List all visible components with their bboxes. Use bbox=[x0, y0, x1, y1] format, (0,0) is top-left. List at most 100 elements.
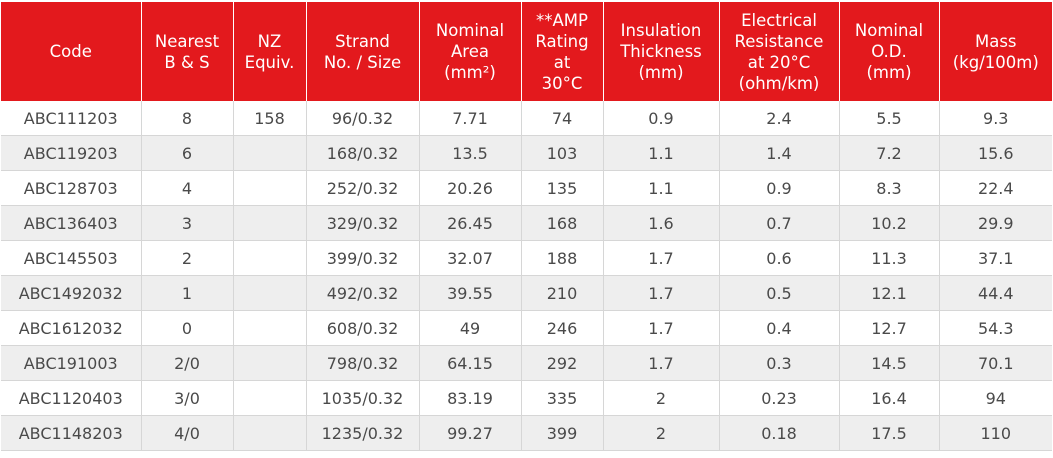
table-cell: 49 bbox=[419, 310, 522, 346]
table-cell: 12.1 bbox=[839, 275, 940, 311]
table-cell: 5.5 bbox=[839, 101, 940, 136]
table-cell: 20.26 bbox=[419, 170, 522, 206]
table-cell: ABC1612032 bbox=[1, 310, 142, 346]
table-cell: ABC128703 bbox=[1, 170, 142, 206]
header-amp-rating: **AMP Rating at 30°C bbox=[521, 2, 604, 101]
table-cell: ABC1120403 bbox=[1, 380, 142, 416]
table-cell: 3 bbox=[141, 205, 234, 241]
table-cell: 0.4 bbox=[719, 310, 840, 346]
header-nominal-od: Nominal O.D. (mm) bbox=[839, 2, 940, 101]
table-cell: 22.4 bbox=[939, 170, 1052, 206]
table-cell: 1.7 bbox=[603, 275, 720, 311]
table-cell: 0.5 bbox=[719, 275, 840, 311]
table-cell: 1.7 bbox=[603, 240, 720, 276]
table-cell: 1.1 bbox=[603, 135, 720, 171]
header-code: Code bbox=[1, 2, 142, 101]
table-cell: 252/0.32 bbox=[306, 170, 420, 206]
table-cell: 14.5 bbox=[839, 345, 940, 381]
table-cell: 103 bbox=[521, 135, 604, 171]
table-cell: 26.45 bbox=[419, 205, 522, 241]
table-cell: 4/0 bbox=[141, 415, 234, 451]
table-cell: 0.9 bbox=[719, 170, 840, 206]
table-cell bbox=[233, 240, 307, 276]
table-row: ABC1120403 3/0 1035/0.32 83.19 335 2 0.23 16.4 9… bbox=[1, 380, 1052, 416]
table-cell bbox=[233, 135, 307, 171]
table-cell: 1.4 bbox=[719, 135, 840, 171]
table-row: ABC1148203 4/0 1235/0.32 99.27 399 2 0.18 17.5 1… bbox=[1, 415, 1052, 451]
table-cell: 0.18 bbox=[719, 415, 840, 451]
table-cell bbox=[233, 205, 307, 241]
table-cell bbox=[233, 275, 307, 311]
table-cell: 0 bbox=[141, 310, 234, 346]
table-cell: ABC145503 bbox=[1, 240, 142, 276]
table-cell: 7.71 bbox=[419, 101, 522, 136]
table-cell: 0.9 bbox=[603, 101, 720, 136]
table-cell: 9.3 bbox=[939, 101, 1052, 136]
table-cell: 0.7 bbox=[719, 205, 840, 241]
table-cell: 99.27 bbox=[419, 415, 522, 451]
table-cell: 12.7 bbox=[839, 310, 940, 346]
table-cell bbox=[233, 415, 307, 451]
table-cell: 2 bbox=[603, 415, 720, 451]
table-cell: ABC119203 bbox=[1, 135, 142, 171]
header-row: Code Nearest B & S NZ Equiv. Strand No. … bbox=[1, 2, 1052, 101]
table-row: ABC136403 3 329/0.32 26.45 168 1.6 0.7 10.2 29.9 bbox=[1, 205, 1052, 241]
table-cell: 4 bbox=[141, 170, 234, 206]
table-cell: 39.55 bbox=[419, 275, 522, 311]
table-cell: 188 bbox=[521, 240, 604, 276]
table-cell: 1 bbox=[141, 275, 234, 311]
header-insulation: Insulation Thickness (mm) bbox=[603, 2, 720, 101]
table-cell: 168/0.32 bbox=[306, 135, 420, 171]
table-cell: 1035/0.32 bbox=[306, 380, 420, 416]
table-cell: 44.4 bbox=[939, 275, 1052, 311]
table-cell: 1235/0.32 bbox=[306, 415, 420, 451]
table-cell: 29.9 bbox=[939, 205, 1052, 241]
table-cell: 292 bbox=[521, 345, 604, 381]
table-cell: 10.2 bbox=[839, 205, 940, 241]
table-cell: 329/0.32 bbox=[306, 205, 420, 241]
table-cell: 168 bbox=[521, 205, 604, 241]
table-cell: 399 bbox=[521, 415, 604, 451]
header-strand: Strand No. / Size bbox=[306, 2, 420, 101]
header-nz-equiv: NZ Equiv. bbox=[233, 2, 307, 101]
table-cell: 210 bbox=[521, 275, 604, 311]
table-cell: 37.1 bbox=[939, 240, 1052, 276]
table-cell: ABC1492032 bbox=[1, 275, 142, 311]
table-cell: 1.1 bbox=[603, 170, 720, 206]
table-row: ABC119203 6 168/0.32 13.5 103 1.1 1.4 7.2 15.6 bbox=[1, 135, 1052, 171]
table-cell: 15.6 bbox=[939, 135, 1052, 171]
table-cell: 3/0 bbox=[141, 380, 234, 416]
table-cell: 54.3 bbox=[939, 310, 1052, 346]
table-cell: 11.3 bbox=[839, 240, 940, 276]
table-cell: 1.7 bbox=[603, 310, 720, 346]
cable-spec-table: Code Nearest B & S NZ Equiv. Strand No. … bbox=[1, 2, 1052, 451]
header-mass: Mass (kg/100m) bbox=[939, 2, 1052, 101]
table-cell: 135 bbox=[521, 170, 604, 206]
table-cell: 0.3 bbox=[719, 345, 840, 381]
table-cell bbox=[233, 380, 307, 416]
table-cell bbox=[233, 345, 307, 381]
header-resistance: Electrical Resistance at 20°C (ohm/km) bbox=[719, 2, 840, 101]
header-nearest-bs: Nearest B & S bbox=[141, 2, 234, 101]
table-cell: 8 bbox=[141, 101, 234, 136]
table-cell: 110 bbox=[939, 415, 1052, 451]
table-cell: 2.4 bbox=[719, 101, 840, 136]
table-cell: ABC1148203 bbox=[1, 415, 142, 451]
table-cell: 1.6 bbox=[603, 205, 720, 241]
table-cell: ABC111203 bbox=[1, 101, 142, 136]
table-cell: 2 bbox=[603, 380, 720, 416]
table-row: ABC191003 2/0 798/0.32 64.15 292 1.7 0.3 14.5 70… bbox=[1, 345, 1052, 381]
table-cell: 7.2 bbox=[839, 135, 940, 171]
table-cell: 17.5 bbox=[839, 415, 940, 451]
table-cell: 158 bbox=[233, 101, 307, 136]
table-cell: 492/0.32 bbox=[306, 275, 420, 311]
table-cell: 94 bbox=[939, 380, 1052, 416]
table-cell: 798/0.32 bbox=[306, 345, 420, 381]
table-cell: 64.15 bbox=[419, 345, 522, 381]
table-cell: 0.6 bbox=[719, 240, 840, 276]
table-cell: 74 bbox=[521, 101, 604, 136]
table-cell: 335 bbox=[521, 380, 604, 416]
table-cell: 399/0.32 bbox=[306, 240, 420, 276]
table-cell: ABC191003 bbox=[1, 345, 142, 381]
table-cell: 6 bbox=[141, 135, 234, 171]
